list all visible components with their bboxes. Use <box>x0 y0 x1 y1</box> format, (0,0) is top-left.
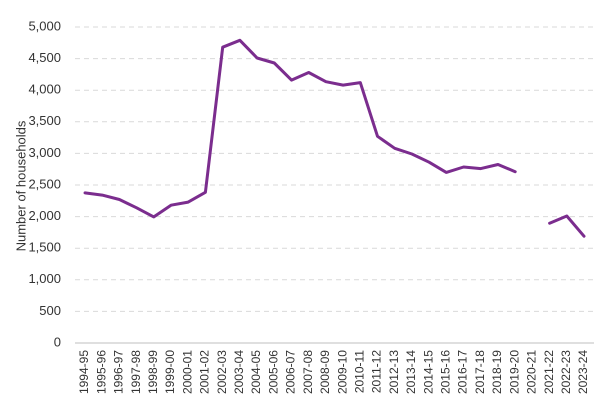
y-tick-label: 2,000 <box>28 208 61 223</box>
x-tick-label: 1999-00 <box>163 350 177 394</box>
series-line-segment <box>83 38 517 219</box>
x-tick-label: 2011-12 <box>370 350 384 393</box>
x-tick-label: 1995-96 <box>94 350 108 394</box>
x-tick-label: 2021-22 <box>542 350 556 394</box>
x-tick-label: 2002-03 <box>215 350 229 394</box>
x-tick-label: 2023-24 <box>576 350 590 394</box>
x-tick-label: 2017-18 <box>473 350 487 394</box>
y-tick-label: 1,500 <box>28 240 61 255</box>
x-tick-label: 2022-23 <box>559 350 573 394</box>
x-tick-label: 1998-99 <box>146 350 160 394</box>
x-tick-label: 2004-05 <box>249 350 263 394</box>
x-tick-label: 2010-11 <box>352 350 366 393</box>
x-tick-label: 2007-08 <box>301 350 315 394</box>
y-tick-label: 0 <box>54 334 61 349</box>
x-tick-label: 2020-21 <box>525 350 539 394</box>
y-tick-label: 4,000 <box>28 82 61 97</box>
gridlines <box>75 26 594 312</box>
x-tick-label: 2008-09 <box>318 350 332 394</box>
x-tick-label: 2018-19 <box>490 350 504 394</box>
x-tick-label: 2016-17 <box>456 350 470 394</box>
x-tick-label: 2009-10 <box>335 350 349 394</box>
x-tick-label: 2001-02 <box>198 350 212 394</box>
y-tick-label: 4,500 <box>28 50 61 65</box>
y-axis-title: Number of households <box>13 120 28 251</box>
x-tick-labels: 1994-95 1995-96 1996-97 1997-98 1998-99 1999-… <box>77 350 590 394</box>
y-tick-label: 500 <box>39 303 61 318</box>
x-tick-label: 2000-01 <box>180 350 194 394</box>
series-line-segment <box>548 214 586 238</box>
series-lines <box>83 38 586 238</box>
x-tick-label: 1997-98 <box>129 350 143 394</box>
x-tick-label: 2019-20 <box>507 350 521 394</box>
y-tick-label: 3,500 <box>28 113 61 128</box>
x-tick-label: 2012-13 <box>387 350 401 394</box>
x-tick-label: 2005-06 <box>266 350 280 394</box>
x-tick-label: 2015-16 <box>439 350 453 394</box>
x-tick-label: 1994-95 <box>77 350 91 394</box>
y-tick-label: 5,000 <box>28 18 61 33</box>
y-tick-label: 1,000 <box>28 271 61 286</box>
x-tick-label: 2013-14 <box>404 350 418 394</box>
x-tick-label: 2003-04 <box>232 350 246 394</box>
x-tick-label: 2014-15 <box>421 350 435 394</box>
y-tick-label: 3,000 <box>28 145 61 160</box>
y-tick-labels: 0 500 1,000 1,500 2,000 2,500 3,000 3,500 4,000 4… <box>28 18 61 349</box>
y-tick-label: 2,500 <box>28 176 61 191</box>
x-tick-label: 1996-97 <box>112 350 126 394</box>
x-tick-label: 2006-07 <box>284 350 298 394</box>
